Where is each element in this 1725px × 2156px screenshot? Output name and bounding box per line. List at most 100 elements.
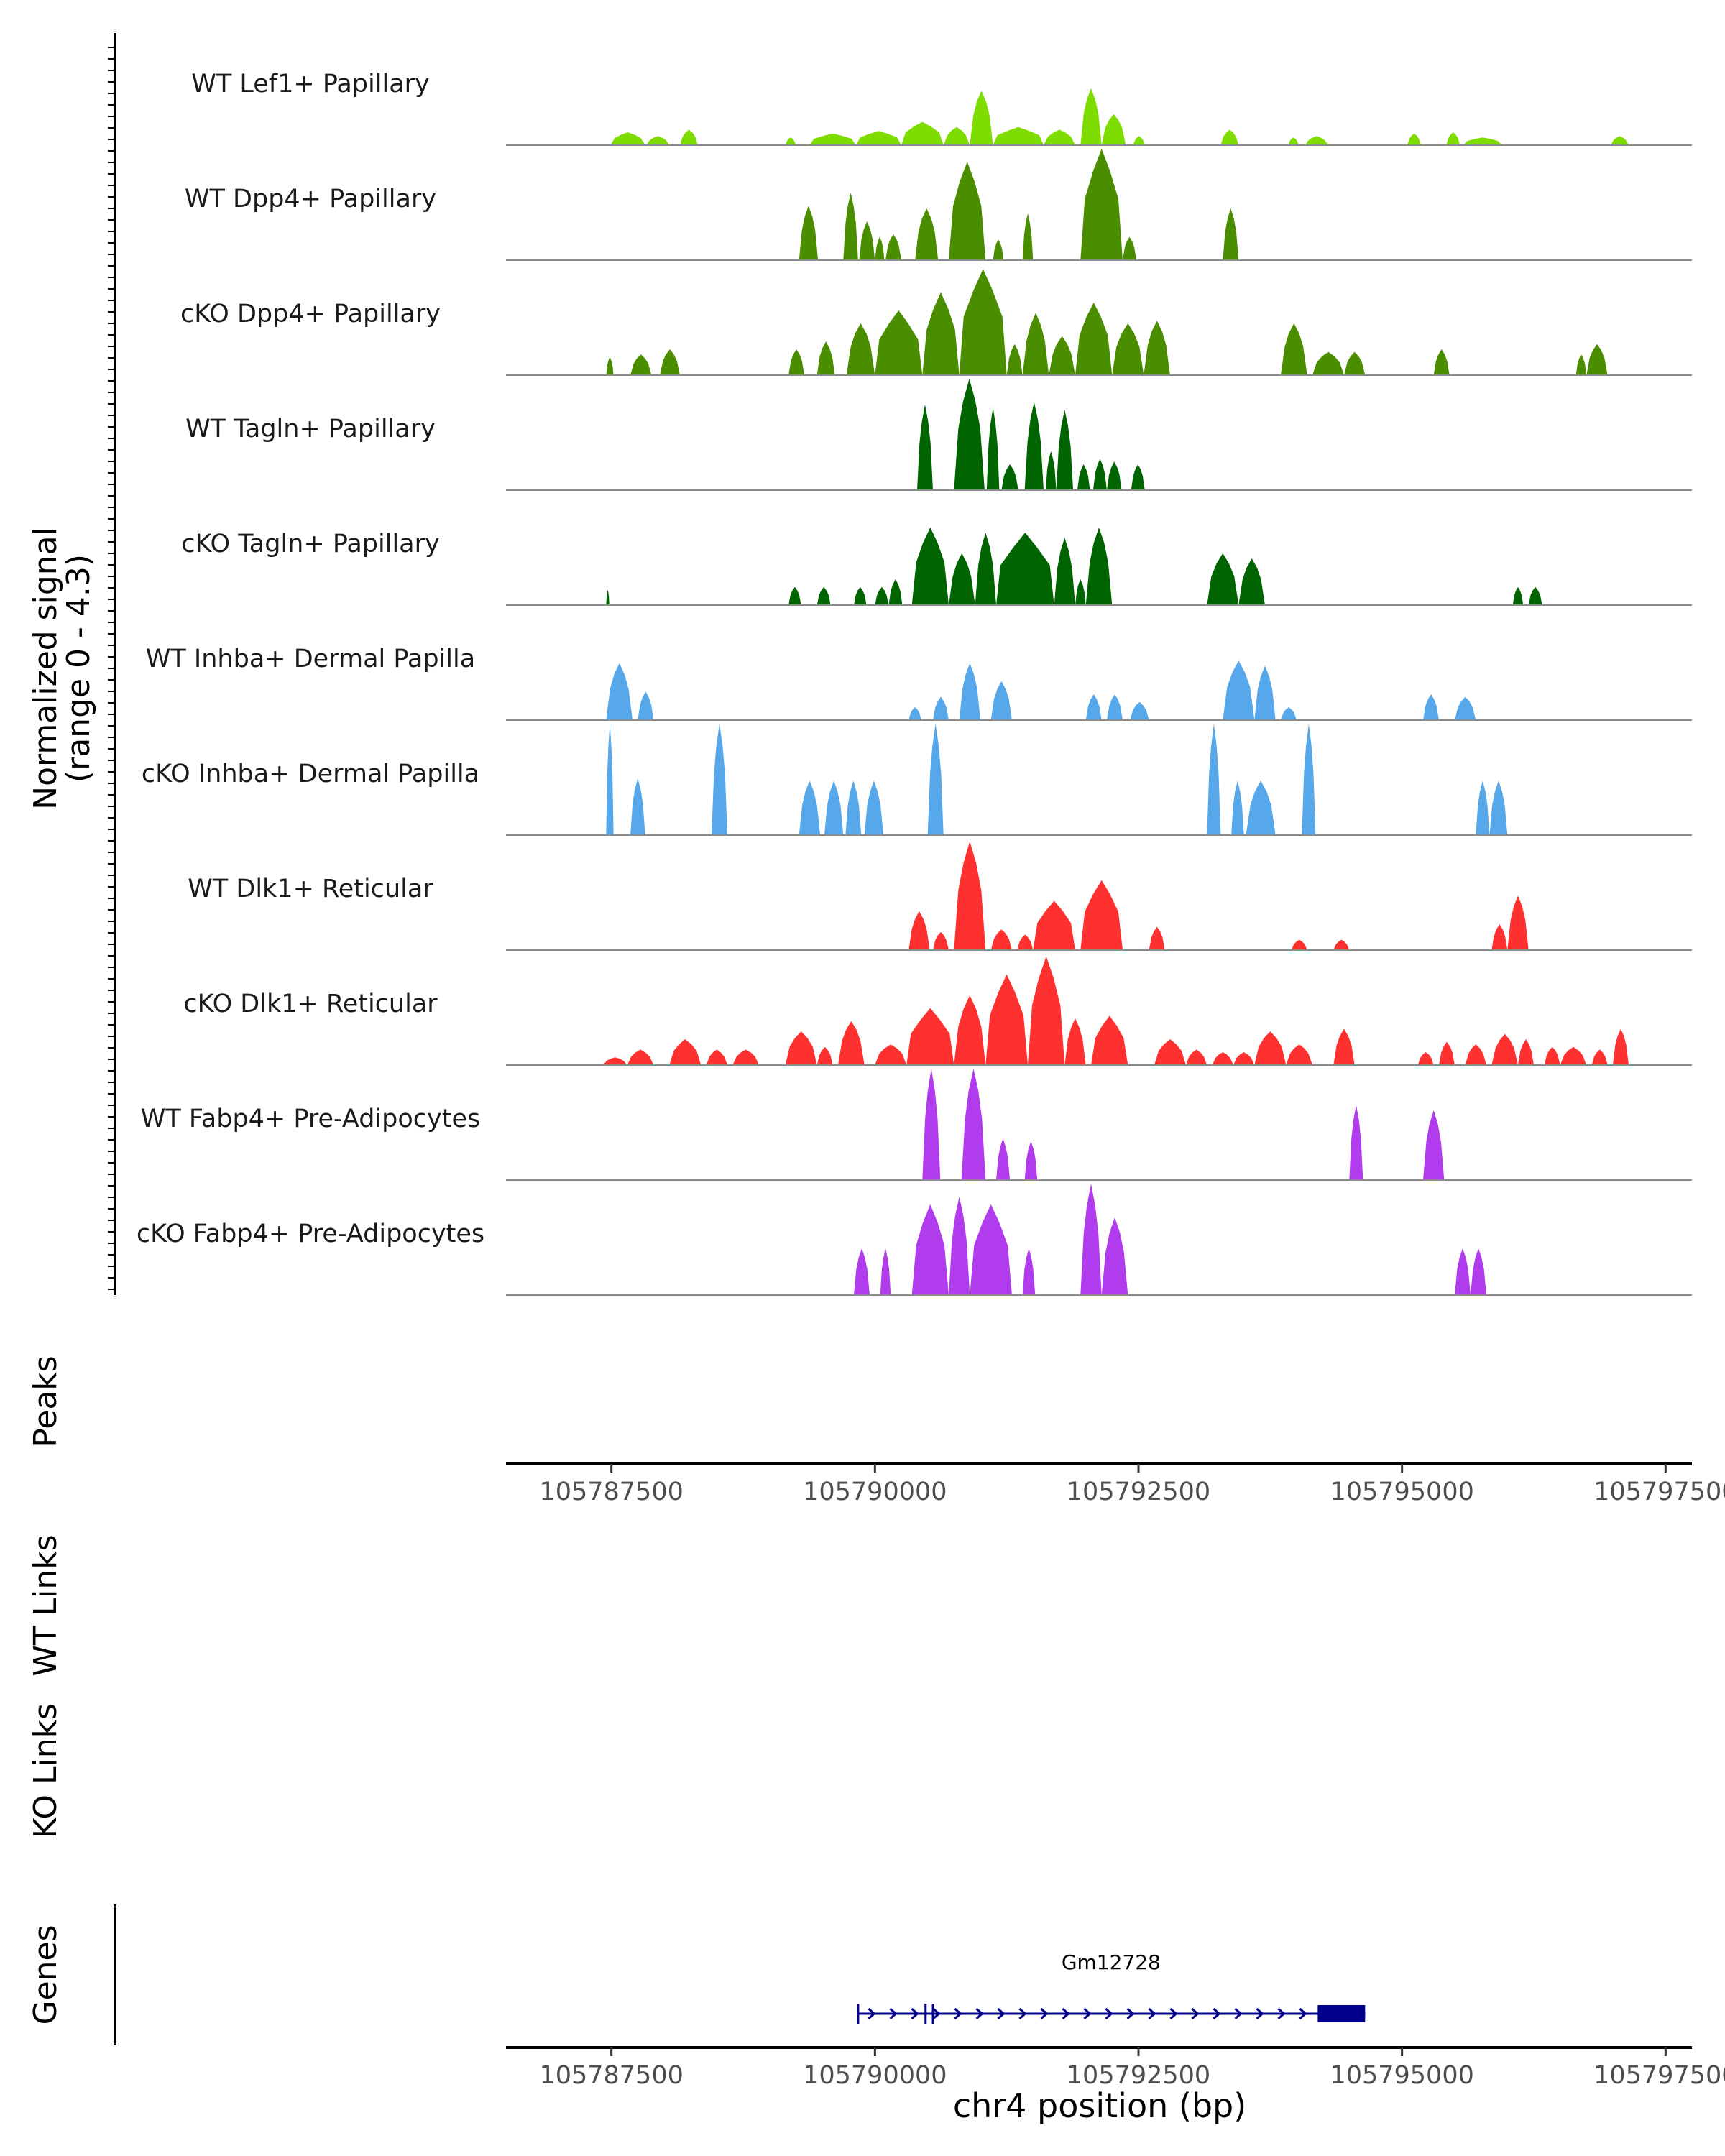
coverage-peak <box>1017 934 1034 950</box>
coverage-peak <box>1423 694 1439 720</box>
coverage-peak <box>959 663 980 720</box>
coverage-peak <box>1491 924 1508 950</box>
coverage-peak <box>630 778 645 835</box>
coverage-peak <box>959 269 1007 375</box>
strand-arrow <box>1213 2007 1221 2020</box>
strand-arrow <box>1299 2007 1307 2020</box>
coverage-track <box>506 149 1692 261</box>
coverage-peak <box>1476 780 1490 835</box>
coverage-peak <box>1080 1184 1102 1295</box>
coverage-peak <box>1022 313 1049 375</box>
strand-arrow <box>1105 2007 1113 2020</box>
coverage-peak <box>1439 1041 1455 1065</box>
coverage-peak <box>606 724 614 835</box>
coverage-peak <box>949 1197 970 1295</box>
coverage-peak <box>712 724 727 835</box>
coverage-peak <box>908 911 930 950</box>
strand-arrow <box>997 2007 1006 2020</box>
signal-axis-ticks <box>108 47 115 1290</box>
coverage-peak <box>996 533 1054 605</box>
x-axis-tick-label: 105792500 <box>1067 2061 1210 2090</box>
x-axis-tick-label: 105787500 <box>539 2061 683 2090</box>
coverage-peak <box>1080 88 1102 145</box>
coverage-peak <box>785 137 796 145</box>
gene-track: Gm12728 <box>857 1950 1366 2024</box>
track-label: WT Dlk1+ Reticular <box>188 875 433 903</box>
coverage-peak <box>630 354 652 375</box>
coverage-peak <box>993 239 1004 260</box>
coverage-peak <box>843 193 858 260</box>
coverage-peak <box>933 696 949 720</box>
coverage-peak <box>606 589 610 605</box>
coverage-peak <box>627 1049 654 1065</box>
coverage-peak <box>986 407 1000 490</box>
coverage-peak <box>854 1248 870 1295</box>
coverage-peak <box>943 126 970 145</box>
coverage-peak <box>922 292 960 375</box>
coverage-peak <box>1302 724 1316 835</box>
genes-panel-label: Genes <box>27 1925 64 2024</box>
coverage-peak <box>1154 1039 1186 1065</box>
wt-links-panel-label: WT Links <box>27 1534 64 1676</box>
track-label: WT Tagln+ Papillary <box>185 415 436 443</box>
coverage-peak <box>1305 136 1328 145</box>
coverage-peak <box>1207 553 1239 605</box>
coverage-peak <box>1291 939 1307 950</box>
coverage-peak <box>799 206 819 260</box>
coverage-peak <box>1022 213 1034 260</box>
strand-arrow <box>1062 2007 1070 2020</box>
coverage-peak <box>961 1069 986 1180</box>
coverage-peak <box>1212 1052 1233 1065</box>
x-axis-tick-label: 105795000 <box>1330 2061 1473 2090</box>
coverage-peak <box>1463 137 1502 145</box>
coverage-peak <box>1064 1018 1086 1065</box>
coverage-peak <box>1471 1248 1486 1295</box>
coverage-peak <box>1101 1217 1128 1295</box>
gene-exon <box>1317 2005 1366 2022</box>
coverage-peak <box>1586 344 1608 375</box>
coverage-peak <box>922 1069 941 1180</box>
coverage-peak <box>1312 351 1344 375</box>
coverage-track <box>506 1069 1692 1181</box>
coverage-peak <box>1123 236 1137 260</box>
coverage-peak <box>993 126 1044 145</box>
coverage-peak <box>838 1021 865 1065</box>
coverage-peak <box>1254 1031 1287 1065</box>
coverage-peak <box>1455 696 1476 720</box>
peaks-x-axis: 105787500 105790000 105792500 105795000 1057… <box>539 1464 1725 1506</box>
gene-exon <box>924 2004 927 2024</box>
x-axis-tick-label: 105795000 <box>1330 1478 1473 1506</box>
coverage-peak <box>638 691 654 720</box>
coverage-peak <box>1349 1105 1363 1180</box>
strand-arrow <box>1234 2007 1243 2020</box>
coverage-peak <box>1512 586 1524 605</box>
x-axis-tick-label: 105790000 <box>803 2061 947 2090</box>
coverage-peak <box>908 707 921 720</box>
coverage-peak <box>859 221 875 260</box>
strand-arrow <box>1148 2007 1156 2020</box>
coverage-peak <box>845 780 862 835</box>
coverage-peak <box>1056 410 1074 490</box>
strand-arrow <box>1018 2007 1027 2020</box>
strand-arrow <box>868 2007 876 2020</box>
coverage-peak <box>1507 895 1529 950</box>
coverage-peak <box>1049 336 1075 375</box>
coverage-peak <box>1518 1039 1534 1065</box>
coverage-peak <box>1024 1141 1038 1180</box>
strand-arrow <box>1277 2007 1286 2020</box>
coverage-peak <box>788 586 801 605</box>
coverage-track <box>506 1184 1692 1296</box>
coverage-peak <box>1433 349 1450 375</box>
strand-arrow <box>1191 2007 1200 2020</box>
coverage-peak <box>669 1039 702 1065</box>
coverage-peak <box>1101 114 1126 145</box>
coverage-peak <box>1133 136 1145 145</box>
coverage-peak <box>1085 527 1113 605</box>
coverage-peak <box>911 527 949 605</box>
coverage-peak <box>888 579 903 605</box>
coverage-peak <box>824 780 844 835</box>
coverage-peak <box>1186 1049 1208 1065</box>
coverage-peak <box>1344 351 1366 375</box>
coverage-peak <box>1231 780 1244 835</box>
coverage-peak <box>917 405 933 490</box>
